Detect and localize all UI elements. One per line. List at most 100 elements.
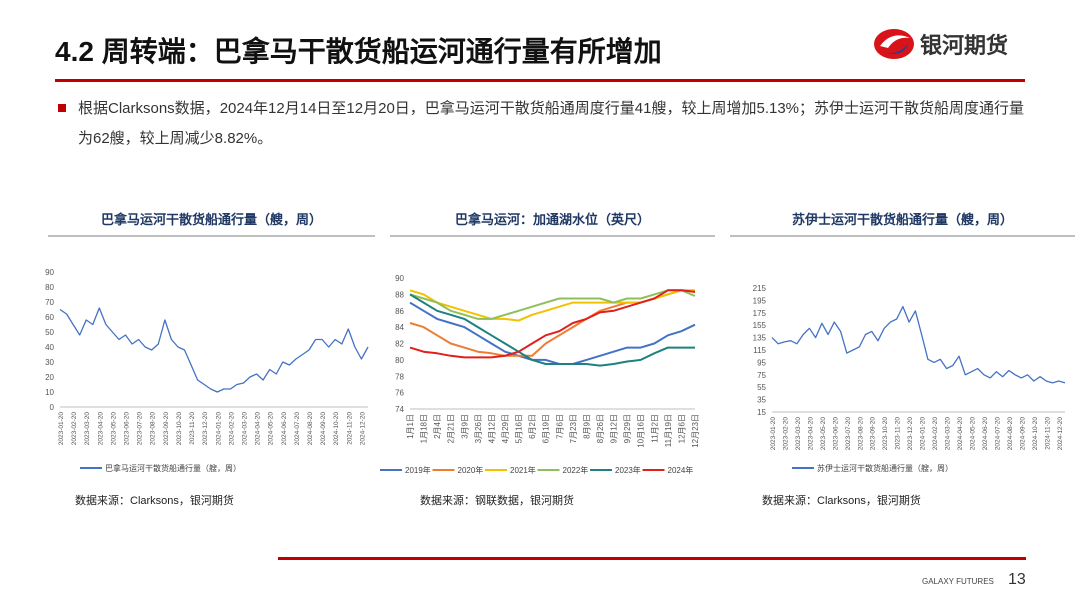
y-tick-label: 86 bbox=[395, 307, 404, 316]
x-tick-label: 12月23日 bbox=[691, 414, 700, 448]
page-number: 13 bbox=[1008, 571, 1026, 588]
series-line bbox=[409, 289, 696, 320]
y-tick-label: 40 bbox=[45, 343, 54, 352]
x-tick-label: 2024-02-20 bbox=[228, 412, 235, 446]
y-tick-label: 135 bbox=[753, 334, 767, 343]
x-tick-label: 2024-06-20 bbox=[281, 412, 288, 446]
y-tick-label: 55 bbox=[757, 383, 766, 392]
x-tick-label: 5月16日 bbox=[515, 414, 524, 443]
x-tick-label: 2月4日 bbox=[433, 414, 442, 439]
y-tick-label: 80 bbox=[395, 356, 404, 365]
x-tick-label: 2023-02-20 bbox=[71, 412, 78, 446]
x-tick-label: 2023-11-20 bbox=[895, 417, 902, 450]
x-tick-label: 7月6日 bbox=[555, 414, 564, 439]
y-tick-label: 80 bbox=[45, 283, 54, 292]
x-tick-label: 2023-01-20 bbox=[770, 417, 777, 451]
x-tick-label: 2023-08-20 bbox=[857, 417, 864, 451]
bullet-text: 根据Clarksons数据，2024年12月14日至12月20日，巴拿马运河干散… bbox=[78, 100, 1025, 147]
y-tick-label: 115 bbox=[753, 346, 766, 355]
x-tick-label: 12月6日 bbox=[677, 414, 686, 443]
x-tick-label: 2024-11-20 bbox=[346, 412, 353, 445]
legend-label: 巴拿马运河干散货船通行量（艘，周） bbox=[105, 463, 241, 473]
x-tick-label: 2023-09-20 bbox=[870, 417, 877, 451]
x-tick-label: 2024-10-20 bbox=[1032, 417, 1039, 451]
y-tick-label: 15 bbox=[757, 408, 766, 417]
x-tick-label: 2024-11-20 bbox=[1044, 417, 1051, 450]
x-tick-label: 2024-07-20 bbox=[294, 412, 301, 446]
x-tick-label: 2024-10-20 bbox=[333, 412, 340, 446]
legend-label: 2024年 bbox=[668, 465, 694, 475]
x-tick-label: 2023-10-20 bbox=[882, 417, 889, 451]
x-tick-label: 2023-05-20 bbox=[110, 412, 117, 446]
legend-label: 2022年 bbox=[563, 465, 589, 475]
x-tick-label: 2024-01-20 bbox=[920, 417, 927, 451]
x-tick-label: 2024-05-20 bbox=[268, 412, 275, 446]
legend-label: 苏伊士运河干散货船通行量（艘，周） bbox=[817, 463, 953, 473]
chart-title: 巴拿马运河干散货船通行量（艘，周） bbox=[101, 212, 322, 227]
x-tick-label: 2024-04-20 bbox=[255, 412, 262, 446]
logo-icon bbox=[874, 29, 914, 59]
x-tick-label: 2023-02-20 bbox=[782, 417, 789, 451]
title-rule bbox=[55, 79, 1025, 82]
x-tick-label: 6月19日 bbox=[542, 414, 551, 443]
x-tick-label: 2月21日 bbox=[447, 414, 456, 443]
legend-label: 2020年 bbox=[458, 465, 484, 475]
logo-text: 银河期货 bbox=[920, 33, 1009, 58]
x-tick-label: 2024-08-20 bbox=[1007, 417, 1014, 451]
x-tick-label: 2024-02-20 bbox=[932, 417, 939, 451]
x-tick-label: 2024-12-20 bbox=[359, 412, 366, 446]
y-tick-label: 0 bbox=[50, 403, 55, 412]
x-tick-label: 2023-08-20 bbox=[150, 412, 157, 446]
y-tick-label: 90 bbox=[45, 268, 54, 277]
slide-title: 4.2 周转端：巴拿马干散货船运河通行量有所增加 bbox=[55, 36, 662, 67]
footer-brand: GALAXY FUTURES bbox=[922, 577, 994, 586]
y-tick-label: 74 bbox=[395, 405, 404, 414]
x-tick-label: 2024-07-20 bbox=[994, 417, 1001, 451]
series-line bbox=[409, 301, 696, 365]
x-tick-label: 7月23日 bbox=[569, 414, 578, 443]
y-tick-label: 70 bbox=[45, 298, 54, 307]
x-tick-label: 10月16日 bbox=[637, 414, 646, 448]
y-tick-label: 95 bbox=[757, 358, 766, 367]
x-tick-label: 2024-12-20 bbox=[1057, 417, 1064, 451]
y-tick-label: 35 bbox=[757, 396, 766, 405]
x-tick-label: 8月9日 bbox=[582, 414, 591, 439]
series-line bbox=[409, 289, 696, 359]
bullet-marker bbox=[58, 104, 66, 112]
x-tick-label: 2024-05-20 bbox=[969, 417, 976, 451]
series-line bbox=[771, 305, 1066, 384]
x-tick-label: 4月29日 bbox=[501, 414, 510, 443]
x-tick-label: 2024-08-20 bbox=[307, 412, 314, 446]
y-tick-label: 82 bbox=[395, 340, 404, 349]
x-tick-label: 2023-12-20 bbox=[202, 412, 209, 446]
x-tick-label: 11月19日 bbox=[664, 414, 673, 447]
x-tick-label: 2023-03-20 bbox=[795, 417, 802, 451]
source-note: 数据来源：Clarksons，银河期货 bbox=[75, 493, 234, 507]
y-tick-label: 60 bbox=[45, 313, 54, 322]
x-tick-label: 11月2日 bbox=[650, 414, 659, 443]
y-tick-label: 88 bbox=[395, 290, 404, 299]
chart-title: 苏伊士运河干散货船通行量（艘，周） bbox=[792, 212, 1013, 227]
y-tick-label: 84 bbox=[395, 323, 404, 332]
x-tick-label: 9月29日 bbox=[623, 414, 632, 443]
x-tick-label: 6月2日 bbox=[528, 414, 537, 439]
y-tick-label: 75 bbox=[757, 371, 766, 380]
x-tick-label: 1月18日 bbox=[420, 414, 429, 443]
x-tick-label: 3月26日 bbox=[474, 414, 483, 443]
source-note: 数据来源：Clarksons，银河期货 bbox=[762, 493, 921, 507]
x-tick-label: 3月9日 bbox=[460, 414, 469, 439]
x-tick-label: 2023-06-20 bbox=[124, 412, 131, 446]
x-tick-label: 2023-05-20 bbox=[820, 417, 827, 451]
x-tick-label: 2024-09-20 bbox=[1019, 417, 1026, 451]
x-tick-label: 2023-04-20 bbox=[97, 412, 104, 446]
x-tick-label: 2023-12-20 bbox=[907, 417, 914, 451]
y-tick-label: 175 bbox=[753, 309, 767, 318]
x-tick-label: 2023-09-20 bbox=[163, 412, 170, 446]
y-tick-label: 155 bbox=[753, 321, 767, 330]
x-tick-label: 2024-06-20 bbox=[982, 417, 989, 451]
y-tick-label: 78 bbox=[395, 372, 404, 381]
x-tick-label: 2023-11-20 bbox=[189, 412, 196, 445]
chart-title: 巴拿马运河：加通湖水位（英尺） bbox=[455, 212, 650, 227]
